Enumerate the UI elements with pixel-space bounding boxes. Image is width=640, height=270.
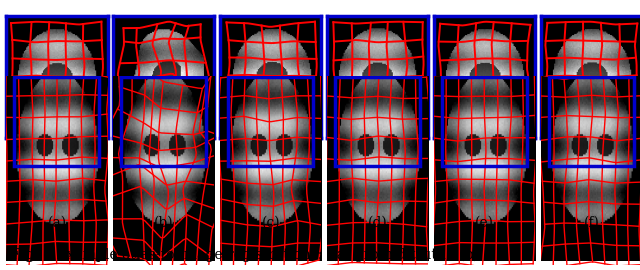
Text: (a): (a) <box>47 216 67 230</box>
Bar <box>442 77 527 166</box>
Bar <box>122 77 206 166</box>
Bar <box>335 77 420 166</box>
Text: (c): (c) <box>261 216 280 230</box>
Text: :  Example atlas-to-image registrations:  (a) ground truth;  (b): : Example atlas-to-image registrations: … <box>43 248 479 262</box>
Text: (d): (d) <box>368 216 387 230</box>
Text: Fig. 2: Fig. 2 <box>10 248 54 262</box>
Text: (b): (b) <box>154 216 173 230</box>
Text: (f): (f) <box>584 216 599 230</box>
Bar <box>15 77 99 166</box>
Bar <box>228 77 313 166</box>
Bar <box>549 77 634 166</box>
Text: (e): (e) <box>475 216 494 230</box>
